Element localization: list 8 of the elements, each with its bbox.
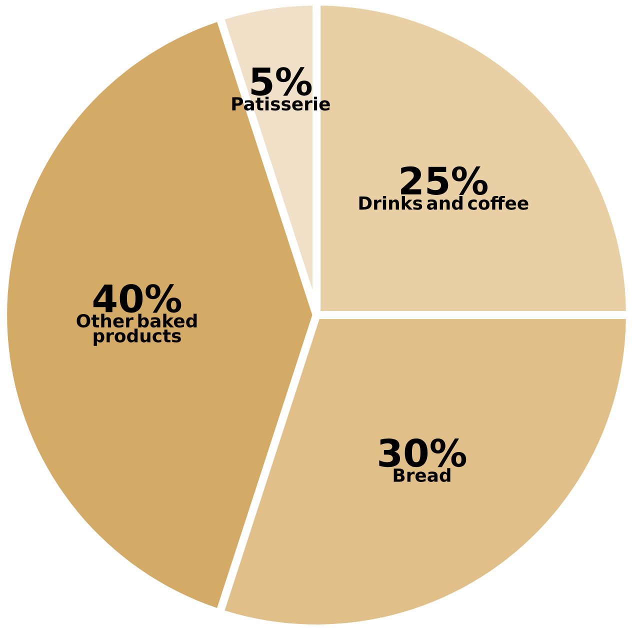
data-label: 25%: [401, 166, 488, 195]
data-label: 30%: [379, 438, 466, 468]
data-label: 40%: [93, 284, 182, 313]
slice-label: Patisserie: [232, 96, 330, 111]
slice-label: Other baked products: [76, 314, 197, 346]
slice-label: Bread: [394, 468, 450, 482]
slice-label: Drinks and coffee: [359, 196, 528, 210]
data-label: 5%: [251, 67, 312, 96]
